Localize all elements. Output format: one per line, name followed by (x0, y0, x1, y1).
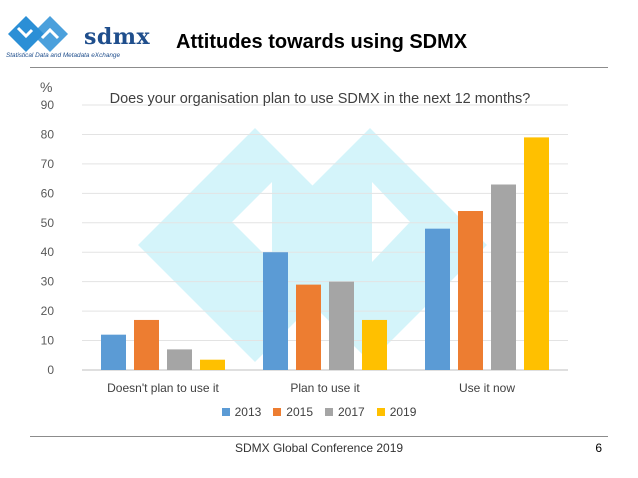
logo-subtitle: Statistical Data and Metadata eXchange (6, 52, 121, 59)
y-tick-label: 90 (41, 98, 55, 112)
legend-item: 2013 (221, 405, 262, 419)
legend-swatch (273, 408, 282, 416)
legend-item: 2015 (273, 405, 313, 419)
legend-item: 2019 (376, 405, 417, 419)
bar-2015-1 (296, 284, 321, 370)
y-tick-label: 40 (41, 245, 55, 259)
sdmx-logo (6, 14, 156, 64)
page-number: 6 (595, 441, 602, 455)
bar-2017-2 (491, 184, 516, 370)
x-category-label: Use it now (459, 381, 515, 395)
bar-2019-0 (200, 359, 225, 370)
y-tick-label: 70 (41, 157, 55, 171)
bar-2019-1 (362, 319, 387, 370)
y-tick-label: 60 (41, 186, 55, 200)
legend-label: 2015 (286, 405, 313, 419)
y-axis-ticks: 0 10 20 30 40 50 60 70 80 90 (41, 98, 55, 377)
legend-swatch (376, 408, 385, 416)
sdmx-logo-icon (8, 16, 68, 52)
x-axis-categories: Doesn't plan to use it Plan to use it Use … (107, 381, 515, 395)
y-tick-label: 80 (41, 127, 55, 141)
chart-bars (101, 137, 549, 370)
bar-2013-0 (101, 334, 126, 370)
footer-conference: SDMX Global Conference 2019 (234, 441, 404, 455)
chart-legend: 2013 2015 2017 2019 (0, 405, 638, 419)
slide-title: Attitudes towards using SDMX (176, 31, 468, 53)
bar-2017-1 (329, 281, 354, 370)
header-divider (30, 67, 608, 68)
legend-swatch (221, 408, 230, 416)
bar-2015-2 (458, 211, 483, 370)
chart-title: Does your organisation plan to use SDMX … (110, 91, 531, 107)
y-tick-label: 20 (41, 304, 55, 318)
x-category-label: Plan to use it (290, 381, 360, 395)
chart-gridlines (82, 104, 568, 371)
footer-divider (30, 436, 608, 437)
y-axis-label: % (40, 79, 52, 95)
bar-2013-1 (263, 252, 288, 370)
x-category-label: Doesn't plan to use it (107, 381, 219, 395)
bar-2015-0 (134, 319, 159, 370)
legend-swatch (325, 408, 333, 416)
bar-2013-2 (425, 228, 450, 370)
legend-label: 2019 (389, 405, 417, 419)
y-tick-label: 0 (47, 363, 54, 377)
y-tick-label: 50 (41, 216, 55, 230)
y-tick-label: 10 (41, 334, 55, 348)
bar-2017-0 (167, 349, 192, 370)
bar-2019-2 (524, 137, 549, 370)
y-tick-label: 30 (41, 275, 55, 289)
legend-item: 2017 (325, 405, 365, 419)
legend-label: 2017 (338, 405, 365, 419)
legend-label: 2013 (234, 405, 262, 419)
logo-text: sdmx (84, 24, 151, 50)
